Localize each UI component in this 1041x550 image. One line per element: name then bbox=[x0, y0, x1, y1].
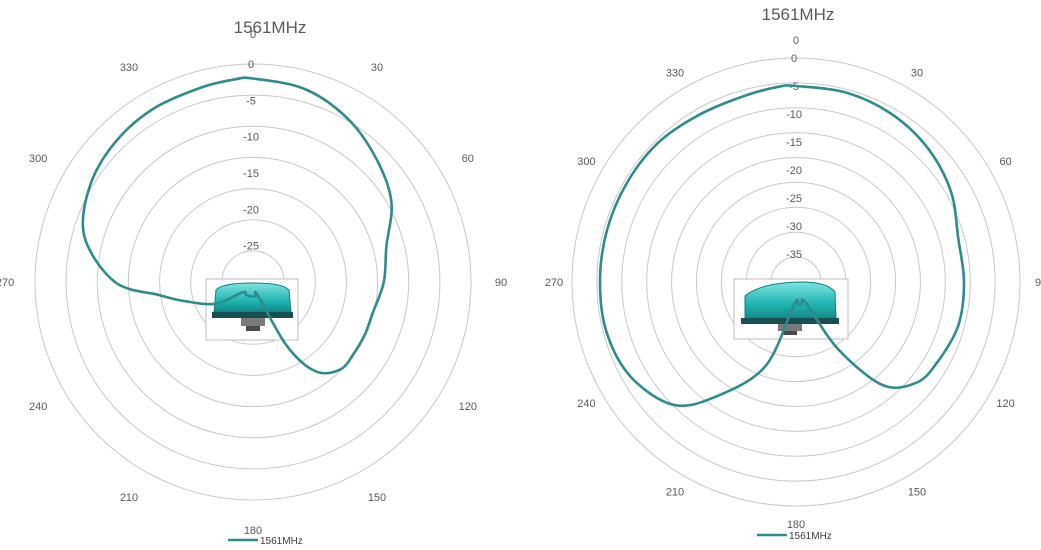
grid-ring bbox=[695, 181, 897, 383]
polar-grid bbox=[34, 63, 472, 501]
radial-tick-label: -15 bbox=[243, 168, 259, 180]
legend-label: 1561MHz bbox=[789, 531, 832, 542]
angle-labels: 0 30 60 9 120 150 180 210 240 270 300 330 bbox=[545, 35, 1041, 531]
angle-label: 30 bbox=[371, 62, 383, 74]
angle-label: 120 bbox=[459, 401, 477, 413]
angle-label: 330 bbox=[666, 67, 684, 79]
angle-label: 240 bbox=[577, 398, 595, 410]
angle-label: 150 bbox=[908, 487, 926, 499]
grid-ring bbox=[671, 157, 921, 407]
grid-ring bbox=[96, 125, 410, 439]
grid-ring bbox=[127, 156, 379, 408]
angle-label: 180 bbox=[787, 519, 805, 531]
grid-ring bbox=[720, 206, 872, 358]
angle-labels: 0 30 60 90 120 150 180 210 240 270 300 330 bbox=[0, 29, 507, 537]
angle-label: 60 bbox=[462, 153, 474, 165]
antenna-image bbox=[205, 278, 299, 341]
radial-tick-labels: 0 -5 -10 -15 -20 -25 bbox=[243, 59, 259, 253]
angle-label: 210 bbox=[666, 487, 684, 499]
angle-label: 0 bbox=[793, 35, 799, 47]
angle-label: 30 bbox=[911, 67, 923, 79]
grid-ring bbox=[159, 188, 347, 376]
angle-label: 90 bbox=[495, 277, 507, 289]
angle-label: 300 bbox=[29, 153, 47, 165]
grid-ring bbox=[596, 82, 996, 482]
angle-label: 180 bbox=[244, 525, 262, 537]
radial-tick-label: -10 bbox=[243, 132, 259, 144]
grid-ring bbox=[621, 107, 971, 457]
angle-label: 270 bbox=[545, 277, 563, 289]
angle-label: 0 bbox=[250, 29, 256, 41]
angle-label: 9 bbox=[1035, 277, 1041, 289]
grid-ring bbox=[34, 63, 472, 501]
radial-tick-label: -20 bbox=[243, 204, 259, 216]
angle-label: 120 bbox=[996, 398, 1014, 410]
chart-title: 1561MHz bbox=[762, 5, 835, 24]
angle-label: 210 bbox=[120, 492, 138, 504]
angle-label: 300 bbox=[577, 156, 595, 168]
radial-tick-labels: 0-5-10-15-20-25-30-35 bbox=[786, 53, 802, 261]
radial-tick-label: -25 bbox=[786, 193, 802, 205]
radial-tick-label: -15 bbox=[786, 137, 802, 149]
legend: 1561MHz bbox=[228, 536, 303, 547]
polar-grid bbox=[571, 57, 1021, 507]
chart-title: 1561MHz bbox=[234, 18, 307, 37]
polar-chart-1: 1561MHz 0306090120150180210240270300330 … bbox=[0, 18, 507, 547]
radial-tick-label: -10 bbox=[786, 109, 802, 121]
angle-label: 270 bbox=[0, 277, 14, 289]
radial-tick-label: -35 bbox=[786, 249, 802, 261]
grid-ring bbox=[571, 57, 1021, 507]
series-line bbox=[81, 76, 394, 375]
grid-ring bbox=[190, 219, 316, 345]
grid-ring bbox=[65, 94, 441, 470]
polar-chart-2: 1561MHz 0 30 60 9 120 150 180 210 240 270 300 330 0… bbox=[545, 5, 1041, 542]
angle-label: 150 bbox=[368, 492, 386, 504]
series-line bbox=[598, 84, 966, 408]
radial-tick-label: -20 bbox=[786, 165, 802, 177]
angle-label: 330 bbox=[120, 62, 138, 74]
radial-tick-label: -25 bbox=[243, 241, 259, 253]
radial-tick-label: 0 bbox=[791, 53, 797, 65]
angle-label: 60 bbox=[999, 156, 1011, 168]
radial-tick-label: -5 bbox=[246, 95, 256, 107]
legend: 1561MHz bbox=[757, 531, 832, 542]
angle-label: 240 bbox=[29, 401, 47, 413]
grid-ring bbox=[646, 132, 946, 432]
radial-tick-label: -30 bbox=[786, 221, 802, 233]
legend-label: 1561MHz bbox=[260, 536, 303, 547]
radial-tick-label: 0 bbox=[248, 59, 254, 71]
